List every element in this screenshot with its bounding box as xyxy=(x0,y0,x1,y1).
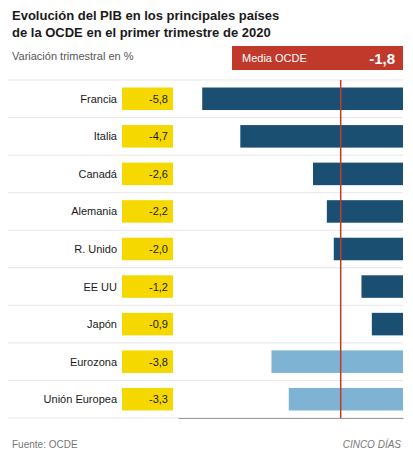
bar xyxy=(240,125,403,148)
bar xyxy=(289,388,403,411)
category-label: Italia xyxy=(94,130,118,142)
data-label: -4,7 xyxy=(149,130,168,142)
category-label: Japón xyxy=(87,318,117,330)
category-label: Canadá xyxy=(78,168,117,180)
row-separator xyxy=(8,342,403,343)
category-label: R. Unido xyxy=(74,243,117,255)
brand: CINCO DÍAS xyxy=(343,438,402,450)
x-axis xyxy=(179,418,404,419)
category-label: Eurozona xyxy=(70,356,118,368)
data-label: -5,8 xyxy=(149,93,168,105)
data-label: -3,3 xyxy=(149,393,168,405)
value-box xyxy=(122,88,173,111)
x-axis-line xyxy=(179,418,404,419)
value-box xyxy=(122,125,173,148)
bar xyxy=(372,313,403,336)
data-label: -1,2 xyxy=(149,281,168,293)
subtitle: Variación trimestral en % xyxy=(12,50,134,62)
bar xyxy=(327,200,403,223)
row-separator xyxy=(8,305,403,306)
category-label: EE UU xyxy=(83,281,117,293)
reference-line xyxy=(340,80,342,418)
row-separator xyxy=(8,117,403,118)
labels: -5,8 Francia -4,7 Italia -2,6 Canadá -2,2 Alema… xyxy=(44,88,173,411)
title: Evolución del PIB en los principales paí… xyxy=(12,8,279,40)
bars xyxy=(202,80,403,418)
row-separator xyxy=(8,380,403,381)
chart: Evolución del PIB en los principales paí… xyxy=(0,0,413,461)
data-label: -3,8 xyxy=(149,356,168,368)
value-box xyxy=(122,313,173,336)
row-separator xyxy=(8,192,403,193)
reference-box-bg xyxy=(232,46,403,70)
bar xyxy=(361,275,403,298)
value-box xyxy=(122,238,173,261)
reference-value: -1,8 xyxy=(369,50,395,67)
bar xyxy=(313,163,403,186)
bar xyxy=(334,238,403,261)
category-label: Alemania xyxy=(71,205,118,217)
data-label: -2,0 xyxy=(149,243,168,255)
row-separator xyxy=(8,155,403,156)
title-line: de la OCDE en el primer trimestre de 202… xyxy=(12,25,271,40)
value-box xyxy=(122,350,173,373)
data-label: -0,9 xyxy=(149,318,168,330)
title-line: Evolución del PIB en los principales paí… xyxy=(12,8,279,23)
data-label: -2,2 xyxy=(149,205,168,217)
value-box xyxy=(122,200,173,223)
value-box xyxy=(122,163,173,186)
value-box xyxy=(122,275,173,298)
bar xyxy=(271,350,403,373)
row-separator xyxy=(8,80,403,81)
category-label: Francia xyxy=(80,93,118,105)
reference-label: Media OCDE xyxy=(242,52,307,64)
row-separators xyxy=(8,80,403,418)
data-label: -2,6 xyxy=(149,168,168,180)
source: Fuente: OCDE xyxy=(12,439,78,450)
row-separator xyxy=(8,418,403,419)
bar xyxy=(202,88,403,111)
category-label: Unión Europea xyxy=(44,393,118,405)
row-separator xyxy=(8,230,403,231)
row-separator xyxy=(8,267,403,268)
value-box xyxy=(122,388,173,411)
reference-box: Media OCDE -1,8 xyxy=(232,46,403,70)
